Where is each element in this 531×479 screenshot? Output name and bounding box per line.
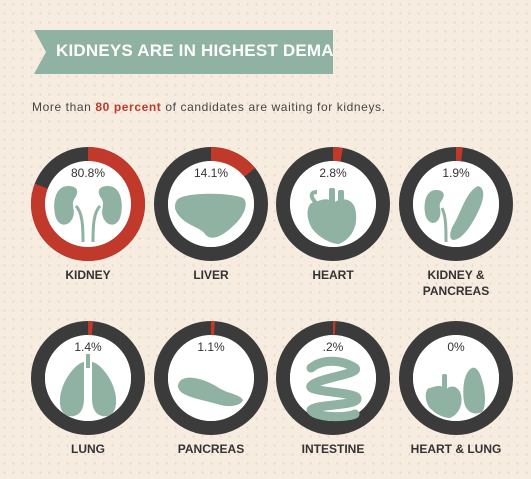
donut-value-arc xyxy=(31,147,145,261)
donut-heart-lung: 0% HEART & LUNG xyxy=(399,321,513,456)
donut-value-arc xyxy=(332,146,343,162)
value-label: 1.1% xyxy=(197,340,225,354)
value-label: .2% xyxy=(323,340,344,354)
subtitle-text-after: of candidates are waiting for kidneys. xyxy=(161,100,386,114)
category-label: INTESTINE xyxy=(302,442,365,456)
value-label: 0% xyxy=(447,340,465,354)
donut-pancreas: 1.1% PANCREAS xyxy=(154,321,268,456)
category-label: KIDNEY xyxy=(65,268,110,282)
donut-center xyxy=(413,161,499,247)
value-label: 14.1% xyxy=(194,166,228,180)
category-label: LIVER xyxy=(193,268,229,282)
category-label: KIDNEY & xyxy=(427,268,484,282)
liver-icon xyxy=(174,193,246,238)
value-label: 1.9% xyxy=(442,166,470,180)
donut-kidneys: 80.8% KIDNEY xyxy=(31,147,145,282)
category-label: HEART & LUNG xyxy=(411,442,502,456)
page-title: KIDNEYS ARE IN HIGHEST DEMAND xyxy=(56,41,359,60)
intestine-icon xyxy=(306,356,362,422)
donut-track xyxy=(399,321,513,435)
value-label: 2.8% xyxy=(319,166,347,180)
donut-value-arc xyxy=(210,147,256,178)
value-label: 80.8% xyxy=(71,166,105,180)
donut-intestine: .2% INTESTINE xyxy=(276,321,390,456)
subtitle: More than 80 percent of candidates are w… xyxy=(32,100,386,114)
heart-lung-icon xyxy=(425,367,485,418)
kidneys-icon xyxy=(54,186,122,243)
category-label: LUNG xyxy=(71,442,105,456)
donut-heart: 2.8% HEART xyxy=(276,146,390,282)
donut-lungs: 1.4% LUNG xyxy=(31,320,145,456)
category-label: PANCREAS xyxy=(178,442,244,456)
subtitle-text-before: More than xyxy=(32,100,96,114)
category-label: PANCREAS xyxy=(423,284,489,298)
title-banner: KIDNEYS ARE IN HIGHEST DEMAND xyxy=(34,30,333,74)
subtitle-highlight: 80 percent xyxy=(95,100,162,114)
pancreas-icon xyxy=(178,377,243,407)
category-label: HEART xyxy=(312,268,354,282)
kidney-pancreas-icon xyxy=(424,186,484,243)
donut-liver: 14.1% LIVER xyxy=(154,147,268,282)
donut-center xyxy=(45,161,131,247)
heart-icon xyxy=(307,188,357,244)
donut-kidney-pancreas: 1.9% KIDNEY & PANCREAS xyxy=(399,147,513,298)
value-label: 1.4% xyxy=(74,340,102,354)
lungs-icon xyxy=(59,354,117,417)
